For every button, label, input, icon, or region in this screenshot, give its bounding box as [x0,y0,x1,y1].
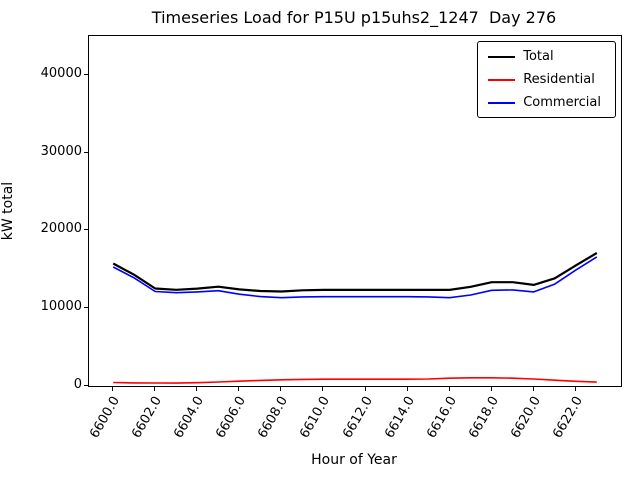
x-tick-label: 6602.0 [129,394,166,441]
x-tick-label: 6606.0 [213,394,250,441]
x-tick-label: 6600.0 [87,394,124,441]
legend-item-commercial: Commercial [488,95,605,110]
y-tick-mark [84,307,88,309]
legend-label: Residential [523,72,595,87]
legend-label: Commercial [523,95,601,110]
chart-title: Timeseries Load for P15U p15uhs2_1247 Da… [151,8,557,27]
x-tick-mark [112,387,114,391]
x-tick-mark [322,387,324,391]
x-tick-mark [532,387,534,391]
x-tick-label: 6604.0 [171,394,208,441]
legend-item-residential: Residential [488,72,605,87]
x-tick-mark [574,387,576,391]
x-tick-mark [364,387,366,391]
legend-line-swatch [488,78,516,81]
y-tick-label: 20000 [40,221,82,237]
legend: Total Residential Commercial [477,41,616,118]
x-tick-label: 6608.0 [255,394,292,441]
x-tick-mark [448,387,450,391]
y-tick-mark [84,385,88,386]
x-tick-mark [196,387,198,391]
x-tick-label: 6618.0 [465,394,502,441]
x-tick-label: 6614.0 [381,394,418,441]
x-axis-label: Hour of Year [311,452,397,468]
x-tick-label: 6622.0 [550,394,586,441]
residential-line [113,376,597,384]
x-tick-mark [406,387,408,391]
legend-line-swatch [488,101,516,104]
x-tick-mark [238,387,240,391]
legend-line-swatch [488,55,516,58]
y-tick-mark [84,229,88,231]
plot-area: Total Residential Commercial [88,35,622,387]
plot-canvas [112,252,598,384]
y-tick-label: 40000 [40,65,82,81]
x-tick-mark [280,387,282,391]
x-tick-label: 6612.0 [339,394,376,441]
y-tick-mark [84,151,88,153]
commercial-line [112,256,598,299]
legend-label: Total [523,49,554,64]
x-tick-label: 6620.0 [507,394,544,441]
legend-item-total: Total [488,49,605,64]
y-tick-label: 10000 [40,299,82,315]
y-axis-label: kW total [0,181,16,241]
x-tick-label: 6610.0 [297,394,334,441]
x-tick-mark [490,387,492,391]
y-tick-label: 0 [73,377,82,392]
x-tick-mark [154,387,156,391]
total-line [112,252,598,293]
y-tick-label: 30000 [40,143,82,159]
y-tick-mark [84,73,88,75]
x-tick-label: 6616.0 [423,394,460,441]
